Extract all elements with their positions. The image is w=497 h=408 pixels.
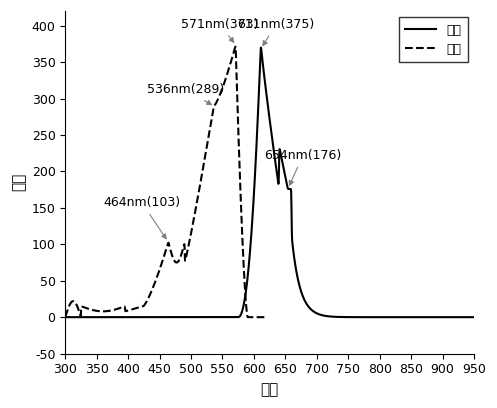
Text: 536nm(289): 536nm(289) <box>147 83 225 104</box>
发射 <box>463 315 469 319</box>
Text: 611nm(375): 611nm(375) <box>237 18 315 46</box>
发射 <box>419 315 425 319</box>
激发 <box>238 201 244 206</box>
激发 <box>233 44 239 49</box>
激发 <box>140 304 146 309</box>
发射 <box>219 315 225 319</box>
激发 <box>259 315 265 319</box>
Text: 464nm(103): 464nm(103) <box>103 196 180 239</box>
激发 <box>148 290 154 295</box>
发射 <box>133 315 139 319</box>
发射 <box>109 315 115 319</box>
Line: 激发: 激发 <box>65 47 266 317</box>
激发 <box>85 306 91 311</box>
发射 <box>471 315 477 319</box>
激发 <box>263 315 269 319</box>
激发 <box>97 309 103 314</box>
发射 <box>258 45 264 50</box>
Legend: 发射, 激发: 发射, 激发 <box>399 18 468 62</box>
Text: 571nm(373): 571nm(373) <box>180 18 258 42</box>
X-axis label: 波长: 波长 <box>260 382 279 397</box>
Y-axis label: 强度: 强度 <box>11 173 26 191</box>
Line: 发射: 发射 <box>65 48 474 317</box>
发射 <box>62 315 68 319</box>
激发 <box>246 315 251 319</box>
激发 <box>62 314 68 319</box>
发射 <box>237 314 243 319</box>
Text: 654nm(176): 654nm(176) <box>264 149 341 185</box>
